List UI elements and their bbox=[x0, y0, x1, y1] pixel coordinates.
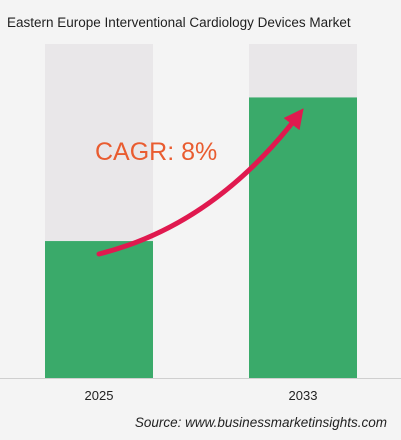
bar-2033 bbox=[249, 97, 357, 378]
x-tick-label-2033: 2033 bbox=[289, 388, 318, 403]
cagr-annotation: CAGR: 8% bbox=[95, 138, 217, 166]
source-credit: Source: www.businessmarketinsights.com bbox=[134, 415, 387, 430]
cagr-arrow bbox=[96, 108, 304, 257]
chart-title: Eastern Europe Interventional Cardiology… bbox=[7, 15, 351, 30]
x-tick-label-2025: 2025 bbox=[85, 388, 114, 403]
bar-2025 bbox=[45, 241, 153, 378]
